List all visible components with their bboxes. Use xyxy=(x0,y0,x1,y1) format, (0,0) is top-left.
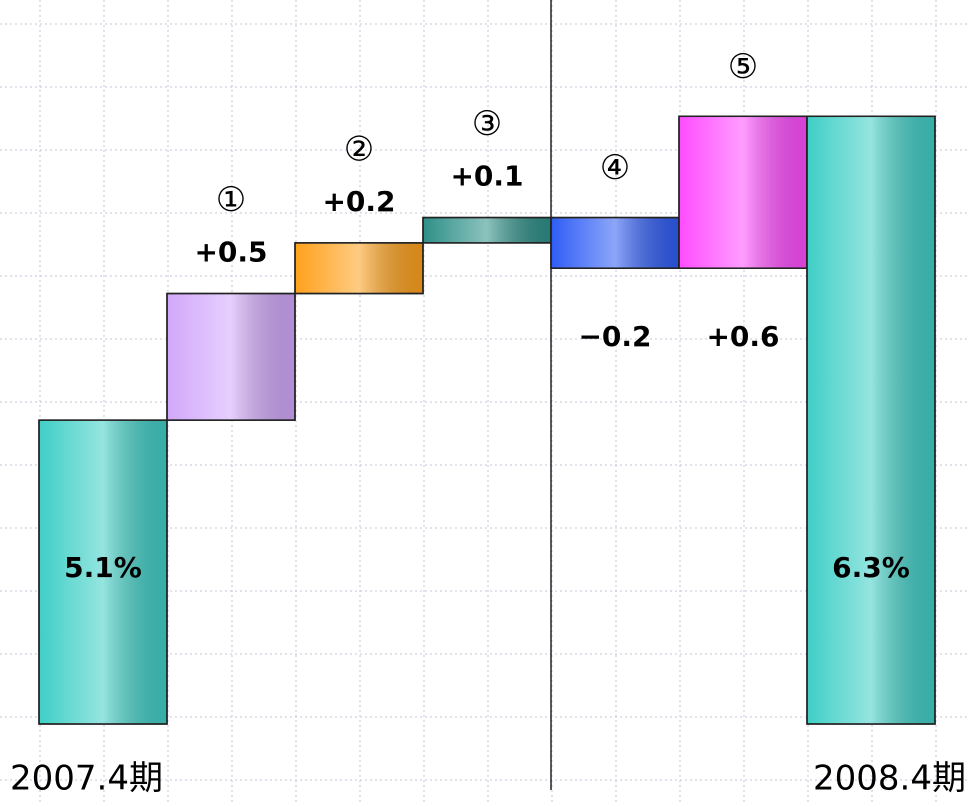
bar-shine xyxy=(166,292,296,421)
bar-shine xyxy=(422,216,552,244)
bar-shine xyxy=(806,115,936,725)
x-tick-label: 2008.4期 xyxy=(813,759,966,799)
step-label: ② xyxy=(344,129,374,169)
value-label: +0.2 xyxy=(322,185,395,218)
value-label: +0.6 xyxy=(706,320,779,353)
step-label: ④ xyxy=(600,148,630,188)
value-label: 6.3% xyxy=(832,551,910,584)
step-label: ③ xyxy=(472,104,502,144)
value-label: +0.1 xyxy=(450,160,523,193)
value-label: +0.5 xyxy=(194,236,267,269)
step-label: ① xyxy=(216,180,246,220)
x-tick-label: 2007.4期 xyxy=(10,759,163,799)
bar-shine xyxy=(550,216,680,269)
bar-shine xyxy=(294,242,424,295)
value-label: 5.1% xyxy=(64,551,142,584)
value-label: −0.2 xyxy=(578,320,651,353)
step-label: ⑤ xyxy=(728,47,758,87)
bar-shine xyxy=(38,419,168,725)
bar-shine xyxy=(678,115,808,269)
